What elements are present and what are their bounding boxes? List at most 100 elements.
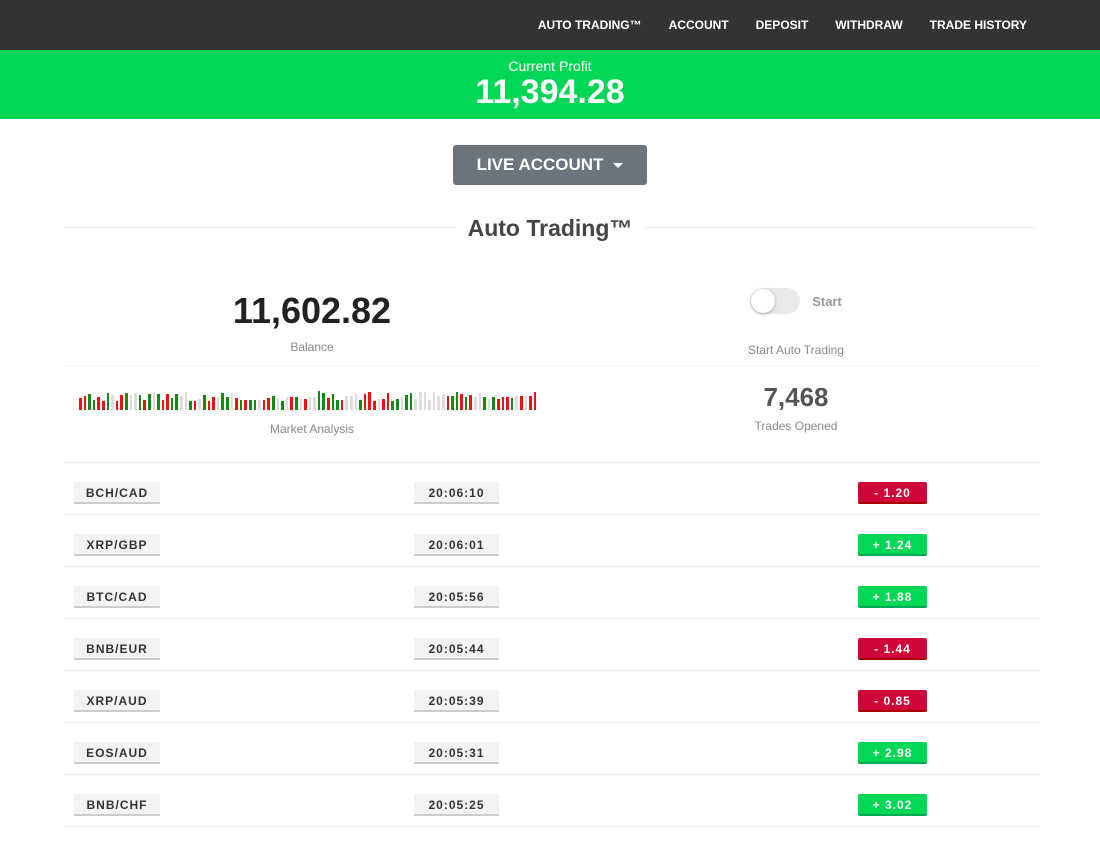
- market-bar: [106, 393, 110, 410]
- market-bar: [157, 394, 160, 410]
- time-badge: 20:06:01: [414, 534, 499, 556]
- market-bar: [368, 392, 371, 410]
- time-badge: 20:05:44: [414, 638, 499, 660]
- market-bar: [294, 397, 298, 410]
- market-bar: [336, 400, 339, 410]
- market-bar: [497, 399, 500, 410]
- market-bar: [373, 401, 376, 410]
- time-badge: 20:05:25: [414, 794, 499, 816]
- market-bar: [189, 401, 192, 410]
- market-bar: [248, 400, 252, 410]
- change-badge: + 1.24: [858, 534, 927, 556]
- market-bar: [152, 392, 156, 410]
- market-bar: [290, 397, 293, 410]
- market-bar: [97, 397, 100, 410]
- account-label: LIVE ACCOUNT: [476, 155, 604, 174]
- market-bar: [322, 393, 326, 410]
- change-badge: - 0.85: [858, 690, 927, 712]
- profit-label: Current Profit: [508, 58, 592, 74]
- market-bar: [308, 397, 312, 410]
- market-bar: [359, 400, 362, 410]
- nav-deposit[interactable]: DEPOSIT: [755, 18, 809, 32]
- market-bar: [239, 400, 243, 410]
- time-badge: 20:06:10: [414, 482, 499, 504]
- market-bar: [111, 395, 114, 410]
- market-bar: [230, 393, 234, 410]
- change-badge: - 1.20: [858, 482, 927, 504]
- pair-badge: XRP/AUD: [74, 690, 160, 712]
- market-bar: [317, 391, 321, 410]
- account-dropdown-button[interactable]: LIVE ACCOUNT: [453, 145, 647, 185]
- market-bar: [327, 398, 330, 410]
- trade-row: XRP/AUD 20:05:39 - 0.85: [64, 671, 1040, 723]
- market-bar: [501, 397, 505, 410]
- market-bar: [193, 401, 197, 410]
- market-bar: [345, 396, 349, 410]
- nav-trade-history[interactable]: TRADE HISTORY: [929, 18, 1027, 32]
- trade-row: BTC/CAD 20:05:56 + 1.88: [64, 567, 1040, 619]
- market-bar: [400, 397, 404, 410]
- market-bar: [350, 396, 353, 410]
- market-bar: [92, 400, 96, 410]
- trade-row: BCH/CAD 20:06:10 - 1.20: [64, 463, 1040, 515]
- market-bar: [79, 398, 82, 410]
- nav-account[interactable]: ACCOUNT: [668, 18, 729, 32]
- top-nav: AUTO TRADING™ ACCOUNT DEPOSIT WITHDRAW T…: [0, 0, 1100, 50]
- market-bar: [138, 395, 142, 410]
- market-bar: [281, 401, 284, 410]
- market-bar: [464, 397, 468, 410]
- auto-trading-toggle[interactable]: [750, 288, 801, 314]
- market-bar: [129, 395, 133, 410]
- market-bar: [313, 397, 316, 410]
- market-bar: [441, 394, 445, 410]
- market-bar: [506, 397, 509, 410]
- trade-row: XRP/GBP 20:06:01 + 1.24: [64, 515, 1040, 567]
- market-bar: [161, 400, 165, 410]
- nav-withdraw[interactable]: WITHDRAW: [835, 18, 903, 32]
- market-bar: [446, 396, 450, 410]
- trades-opened-label: Trades Opened: [754, 419, 838, 433]
- market-bar: [432, 392, 436, 410]
- market-bar: [184, 392, 188, 410]
- market-bar: [451, 396, 454, 410]
- market-bar: [331, 394, 335, 410]
- market-bar: [299, 399, 303, 410]
- toggle-label: Start: [812, 293, 842, 309]
- market-bar: [391, 401, 394, 410]
- trade-row: EOS/AUD 20:05:31 + 2.98: [64, 723, 1040, 775]
- market-bar: [386, 393, 390, 410]
- change-badge: - 1.44: [858, 638, 927, 660]
- market-bar: [285, 397, 289, 410]
- market-bar: [487, 399, 491, 410]
- trade-row: BNB/CHF 20:05:25 + 3.02: [64, 775, 1040, 827]
- market-bar: [166, 394, 169, 410]
- pair-badge: XRP/GBP: [74, 534, 160, 556]
- market-bar: [180, 396, 183, 410]
- pair-badge: BNB/CHF: [74, 794, 160, 816]
- pair-badge: BTC/CAD: [74, 586, 160, 608]
- market-bar: [460, 394, 463, 410]
- market-bar: [226, 397, 229, 410]
- caret-down-icon: [613, 163, 624, 169]
- trades-list: BCH/CAD 20:06:10 - 1.20 XRP/GBP 20:06:01 + 1.…: [64, 462, 1040, 827]
- market-bar: [88, 394, 91, 410]
- trades-opened-value: 7,468: [763, 382, 829, 412]
- profit-banner: Current Profit 11,394.28: [0, 50, 1100, 119]
- market-bar: [276, 398, 280, 410]
- pair-badge: EOS/AUD: [74, 742, 160, 764]
- balance-label: Balance: [290, 340, 334, 354]
- market-bar: [529, 396, 532, 410]
- market-bar: [134, 393, 137, 410]
- nav-auto-trading[interactable]: AUTO TRADING™: [537, 18, 642, 32]
- market-bar: [483, 397, 486, 410]
- market-bar: [469, 395, 473, 410]
- change-badge: + 2.98: [858, 742, 927, 764]
- market-bar: [124, 393, 128, 410]
- balance-value: 11,602.82: [232, 290, 392, 331]
- market-bar: [262, 400, 266, 410]
- time-badge: 20:05:31: [414, 742, 499, 764]
- section-title-text: Auto Trading™: [455, 215, 645, 241]
- market-bar: [382, 399, 385, 410]
- market-bar: [258, 400, 261, 410]
- market-bar: [198, 399, 202, 410]
